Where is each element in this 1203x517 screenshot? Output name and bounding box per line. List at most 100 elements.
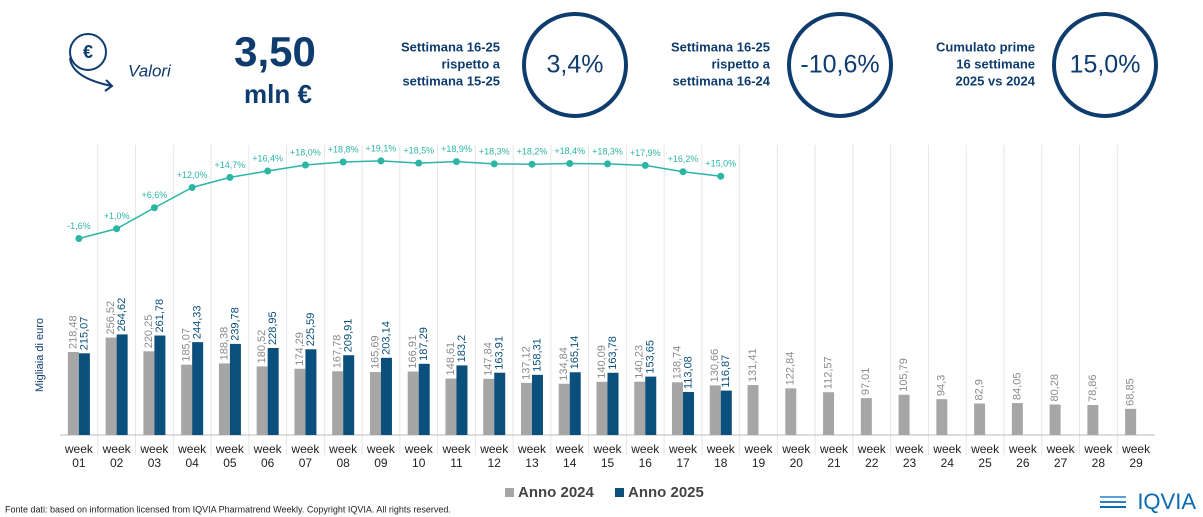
growth-point	[226, 173, 234, 181]
x-tick-label: week 12	[480, 442, 509, 470]
arrow-icon	[69, 57, 114, 92]
kpi-label: settimana 15-25	[402, 73, 500, 88]
bar-label: 130,66	[709, 349, 721, 383]
growth-point	[264, 167, 272, 175]
bar	[369, 372, 381, 435]
bar-label: 82,9	[973, 379, 985, 400]
growth-label: +18,5%	[403, 146, 434, 156]
legend-swatch	[505, 488, 514, 497]
bar	[531, 374, 543, 435]
bar-label: 203,14	[380, 321, 392, 355]
icon-label: Valori	[128, 61, 172, 80]
bar-label: 228,95	[267, 311, 279, 345]
bar	[860, 398, 872, 435]
kpi-label: settimana 16-24	[672, 73, 770, 88]
total-unit: mln €	[244, 79, 312, 109]
bar	[494, 372, 506, 435]
bar	[709, 385, 721, 435]
x-tick-label: week 13	[517, 442, 546, 470]
bar-label: 94,3	[936, 375, 948, 396]
bar-label: 256,52	[105, 301, 117, 335]
x-tick-label: week 02	[102, 442, 131, 470]
bar-label: 116,87	[720, 355, 732, 388]
bar	[596, 381, 608, 435]
growth-point	[604, 160, 611, 168]
x-tick-label: week 16	[631, 442, 660, 470]
growth-point	[75, 235, 83, 242]
x-tick-label: week 29	[1122, 442, 1151, 470]
x-tick-label: week 14	[555, 442, 584, 470]
x-tick-label: week 25	[971, 442, 1000, 470]
bar	[256, 366, 268, 435]
bar	[192, 342, 204, 435]
kpi-label: 16 settimane	[956, 56, 1035, 71]
bar	[407, 371, 419, 435]
growth-label: +18,3%	[479, 146, 510, 156]
bar	[645, 376, 657, 435]
y-axis-label: Migliaia di euro	[34, 318, 46, 392]
bar-label: 163,91	[494, 336, 506, 370]
bar	[380, 357, 392, 435]
bar-label: 134,84	[558, 347, 570, 381]
x-tick-label: week 11	[442, 442, 471, 470]
bar	[936, 399, 948, 435]
bar-label: 163,78	[607, 336, 619, 370]
bar-label: 185,07	[181, 328, 193, 362]
growth-point	[339, 158, 347, 166]
bar-label: 183,2	[456, 335, 468, 363]
kpi-label: rispetto a	[441, 56, 500, 71]
bar-label: 113,08	[682, 356, 694, 389]
growth-point	[641, 161, 649, 169]
bar-label: 153,65	[645, 340, 657, 374]
x-tick-label: week 21	[820, 442, 849, 470]
growth-label: +18,8%	[328, 144, 359, 154]
bar	[294, 368, 306, 435]
bar	[634, 381, 646, 435]
x-tick-label: week 22	[857, 442, 886, 470]
bar	[683, 392, 695, 435]
bar-label: 244,33	[192, 305, 204, 339]
kpi-value: 3,4%	[547, 51, 604, 79]
bar-label: 264,62	[116, 298, 128, 332]
x-tick-label: week 06	[253, 442, 282, 470]
bar	[229, 343, 241, 435]
growth-label: +19,1%	[366, 143, 397, 153]
growth-point	[717, 172, 725, 180]
bar-label: 239,78	[229, 307, 241, 341]
growth-label: +16,4%	[252, 153, 283, 163]
growth-label: -1,6%	[67, 221, 91, 231]
bar-label: 174,29	[294, 332, 306, 366]
x-tick-label: week 23	[895, 442, 924, 470]
growth-point	[188, 184, 196, 191]
growth-label: +18,9%	[441, 144, 472, 154]
growth-point	[415, 159, 423, 167]
growth-point	[377, 157, 385, 165]
bar	[569, 372, 581, 435]
growth-point	[679, 168, 687, 176]
x-tick-label: week 05	[215, 442, 244, 470]
bar	[607, 372, 619, 435]
bar	[105, 337, 117, 435]
x-tick-label: week 08	[329, 442, 358, 470]
kpi-value: -10,6%	[800, 51, 879, 79]
logo-text: IQVIA	[1137, 489, 1196, 514]
bar	[67, 351, 79, 435]
bar-label: 261,78	[154, 299, 166, 333]
growth-label: +17,9%	[630, 148, 661, 158]
growth-point	[113, 225, 121, 233]
x-tick-label: week 15	[593, 442, 622, 470]
kpi-circle	[787, 12, 893, 118]
bar	[974, 403, 986, 435]
bar-label: 209,91	[343, 319, 355, 353]
euro-symbol: €	[83, 42, 93, 62]
bar-label: 138,74	[671, 346, 683, 380]
x-tick-label: week 28	[1084, 442, 1113, 470]
kpi-label: rispetto a	[711, 56, 770, 71]
growth-line	[78, 160, 721, 240]
x-tick-label: week 27	[1046, 442, 1075, 470]
bar	[520, 382, 532, 435]
bar-label: 167,78	[332, 335, 344, 369]
bar-label: 84,05	[1011, 373, 1023, 401]
bar	[343, 355, 355, 435]
bar-label: 97,01	[860, 368, 872, 396]
